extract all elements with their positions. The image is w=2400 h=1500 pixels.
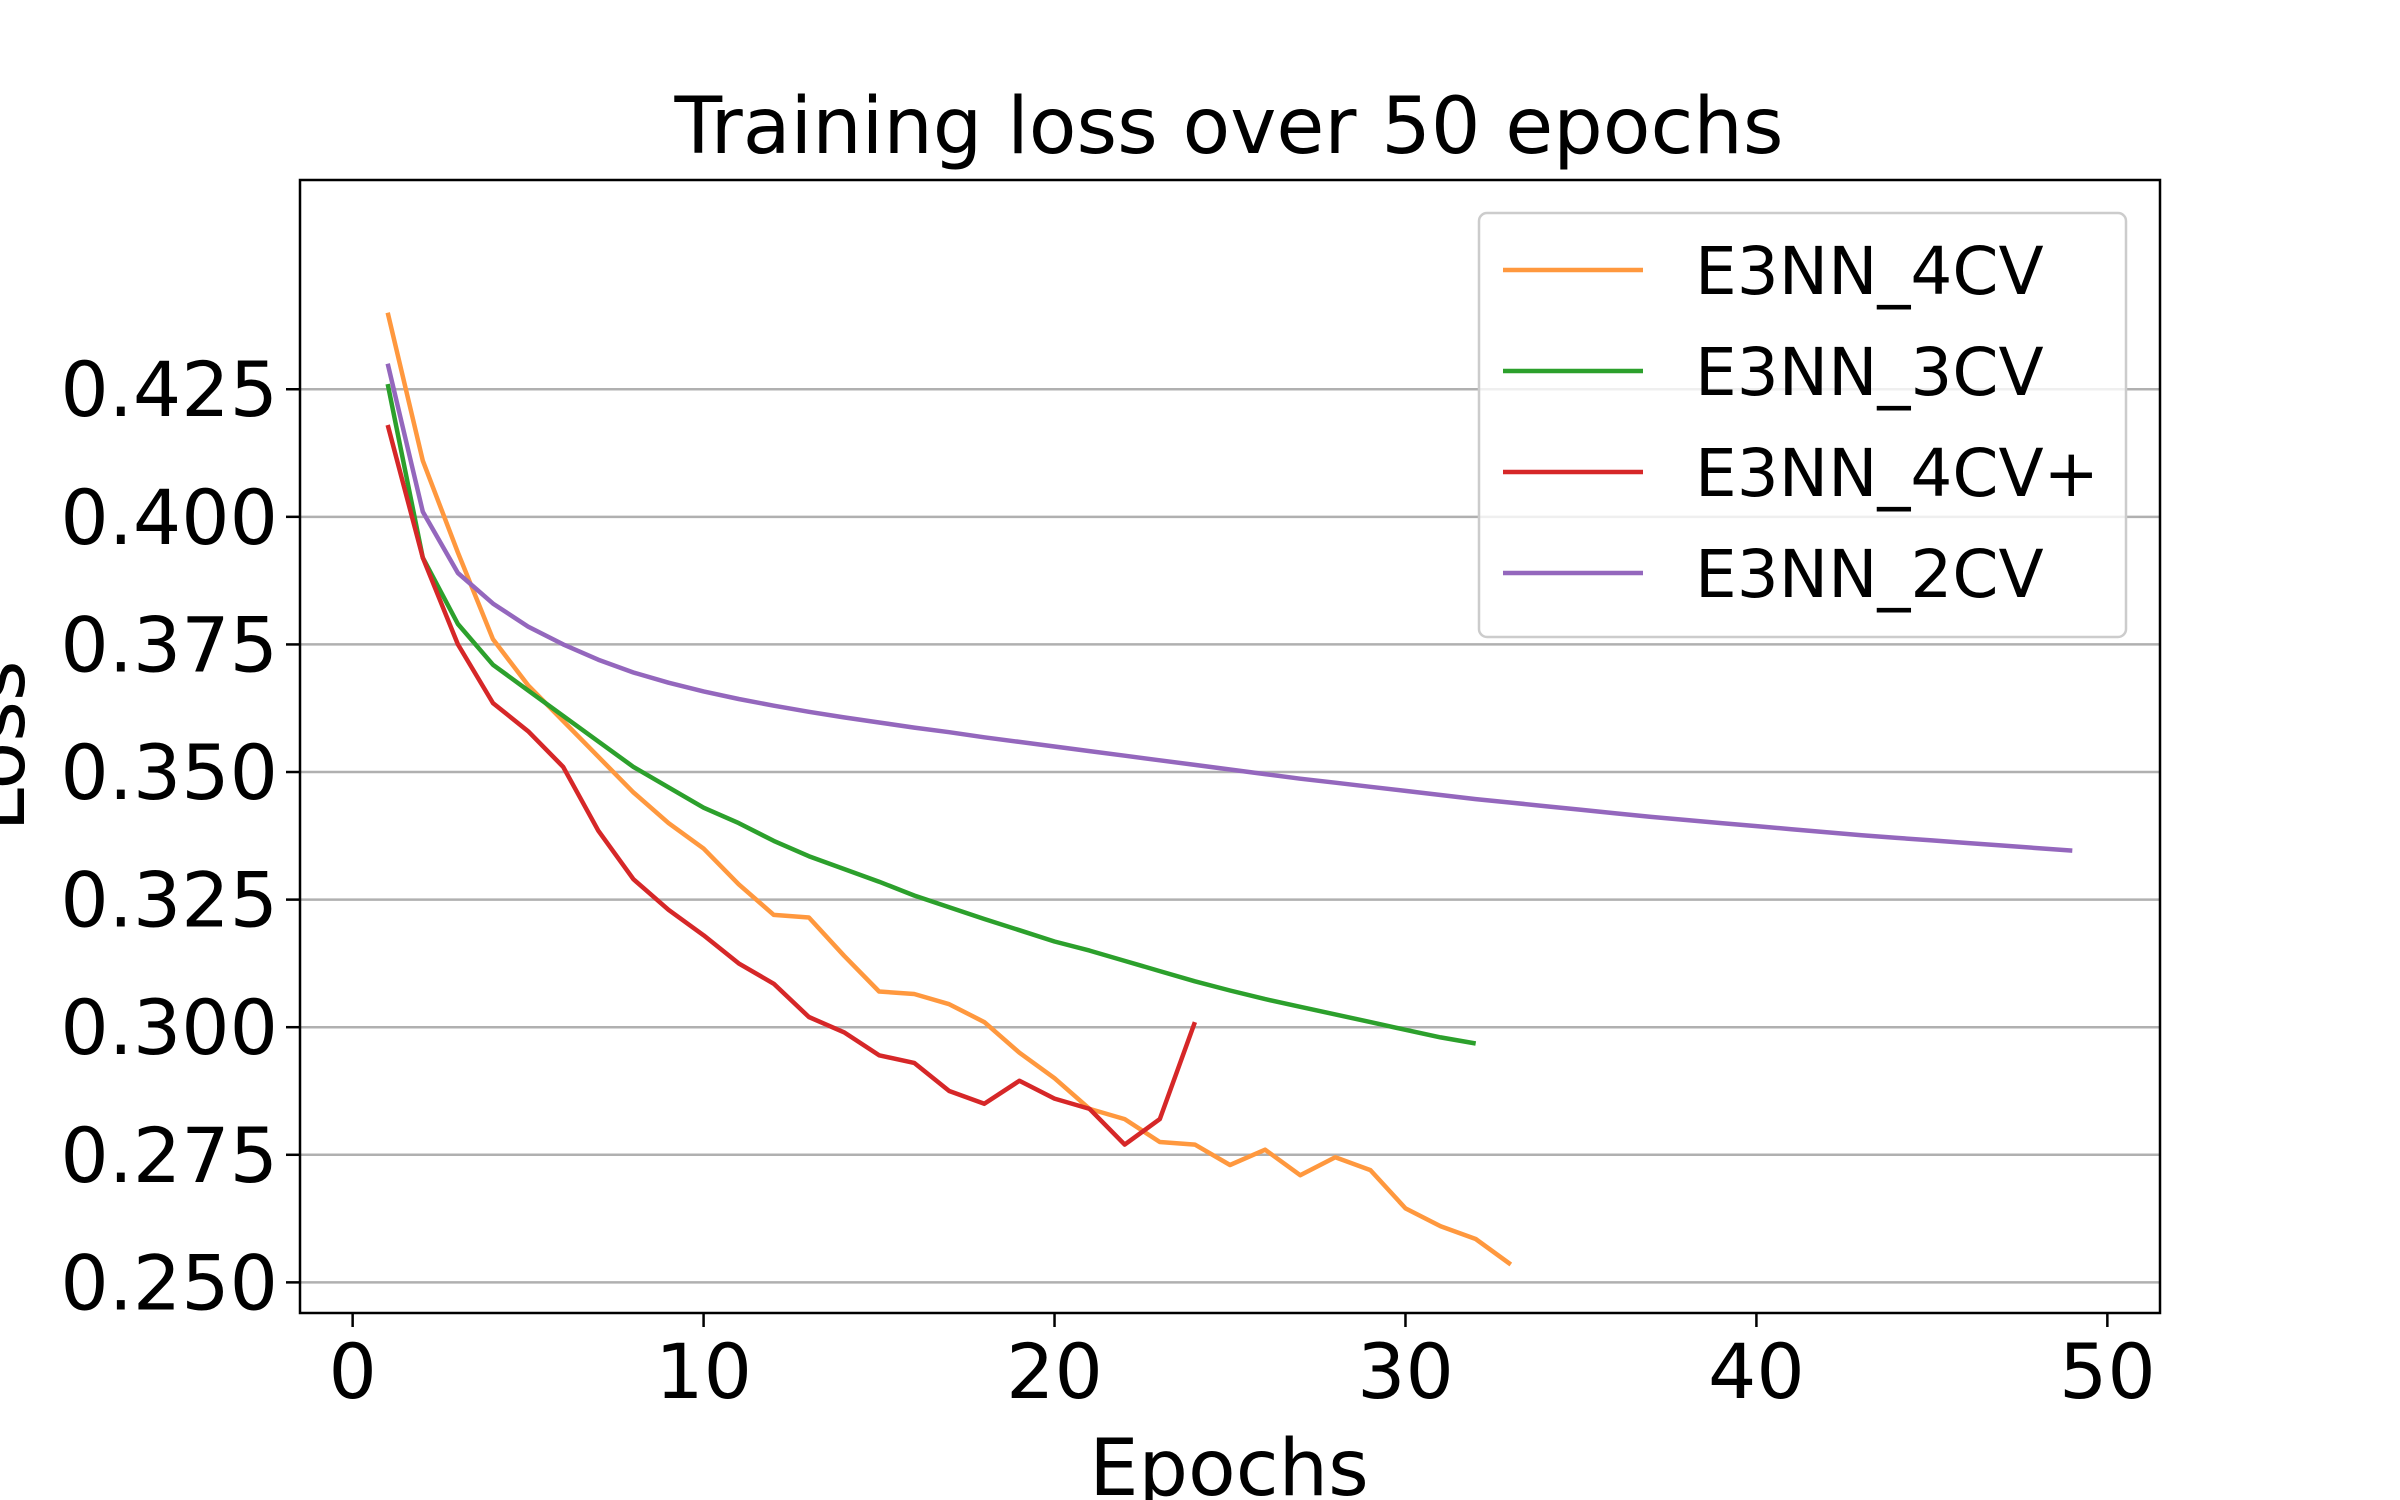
y-axis-ticks: 0.250 0.275 0.300 0.325 0.350 0.375 0.400 0.425 (60, 345, 300, 1327)
legend-box (1477, 211, 2128, 639)
x-tick-label: 20 (1006, 1327, 1103, 1416)
legend-item-e3nn-4cv: E3NN_4CV (1503, 233, 2044, 310)
legend-item-e3nn-4cv: E3NN_4CV+ (1503, 435, 2099, 512)
x-tick-label: 40 (1708, 1327, 1805, 1416)
x-tick-label: 30 (1357, 1327, 1454, 1416)
x-tick-label: 50 (2059, 1327, 2156, 1416)
y-tick-label: 0.350 (60, 728, 278, 817)
legend-label: E3NN_2CV (1695, 536, 2044, 613)
x-tick-label: 0 (328, 1327, 376, 1416)
y-tick-label: 0.425 (60, 345, 278, 434)
series-lines (385, 312, 2073, 1267)
plot-frame (298, 178, 2162, 1315)
x-axis-label: Epochs (1089, 1424, 1368, 1500)
legend-label: E3NN_3CV (1695, 334, 2044, 411)
y-tick-label: 0.400 (60, 473, 278, 562)
y-tick-label: 0.375 (60, 600, 278, 689)
series-line-e3nn-4cv (385, 424, 1198, 1147)
y-axis-label: Loss (0, 660, 43, 831)
legend: E3NN_4CV E3NN_3CV E3NN_4CV+ E3NN_2CV (1477, 211, 2128, 639)
x-tick-label: 10 (655, 1327, 752, 1416)
legend-label: E3NN_4CV+ (1695, 435, 2099, 512)
y-tick-label: 0.250 (60, 1238, 278, 1327)
chart-title: Training loss over 50 epochs (674, 82, 1784, 172)
legend-item-e3nn-2cv: E3NN_2CV (1503, 536, 2044, 613)
legend-item-e3nn-3cv: E3NN_3CV (1503, 334, 2044, 411)
x-axis-ticks: 0 10 20 30 40 50 (328, 1313, 2156, 1416)
series-line-e3nn-3cv (385, 383, 1477, 1046)
y-tick-label: 0.325 (60, 856, 278, 945)
series-line-e3nn-2cv (385, 363, 2073, 853)
legend-label: E3NN_4CV (1695, 233, 2044, 310)
y-tick-label: 0.275 (60, 1111, 278, 1200)
gridlines (300, 387, 2160, 1284)
series-line-e3nn-4cv (385, 312, 1513, 1267)
y-tick-label: 0.300 (60, 983, 278, 1072)
